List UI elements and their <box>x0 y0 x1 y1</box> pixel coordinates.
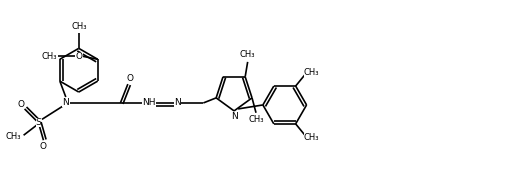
Text: CH₃: CH₃ <box>240 50 256 59</box>
Text: CH₃: CH₃ <box>6 132 21 141</box>
Text: CH₃: CH₃ <box>304 133 319 142</box>
Text: N: N <box>174 98 181 107</box>
Text: O: O <box>127 74 134 83</box>
Text: CH₃: CH₃ <box>42 52 58 61</box>
Text: O: O <box>17 101 24 109</box>
Text: O: O <box>76 52 83 61</box>
Text: NH: NH <box>143 98 156 107</box>
Text: CH₃: CH₃ <box>304 68 319 77</box>
Text: CH₃: CH₃ <box>248 115 264 124</box>
Text: S: S <box>36 118 41 127</box>
Text: CH₃: CH₃ <box>71 22 87 31</box>
Text: N: N <box>63 98 69 107</box>
Text: O: O <box>40 142 47 151</box>
Text: N: N <box>231 112 238 121</box>
